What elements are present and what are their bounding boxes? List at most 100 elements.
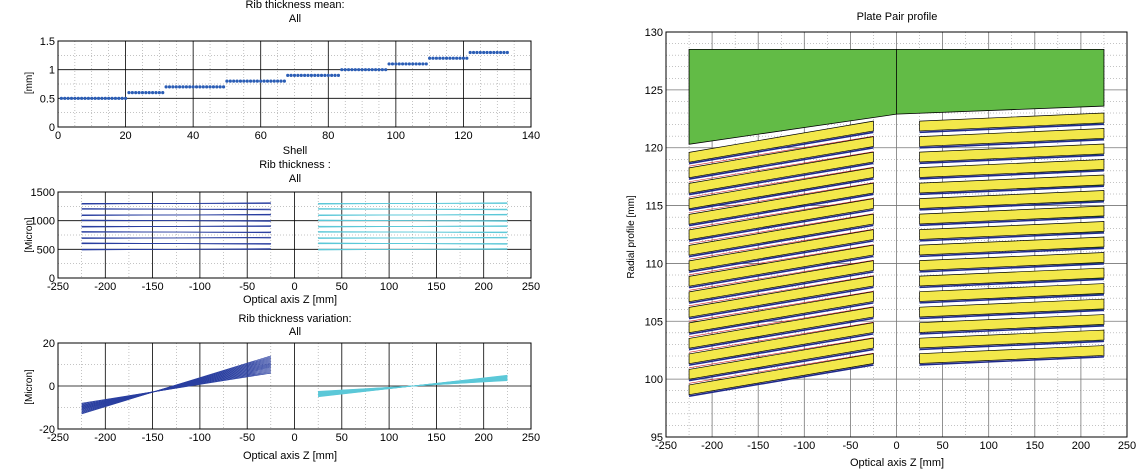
data-point <box>205 85 209 89</box>
data-point <box>211 85 216 89</box>
plate-rib <box>919 356 1104 366</box>
y-tick-label: 110 <box>645 258 663 270</box>
data-point <box>299 73 303 77</box>
plate-rib <box>688 178 874 211</box>
data-point <box>69 96 74 100</box>
data-point <box>164 85 168 89</box>
plate <box>919 314 1105 333</box>
x-tick-label: -150 <box>142 281 164 293</box>
plate-rib <box>688 286 874 320</box>
plate <box>919 205 1105 225</box>
x-tick-label: 100 <box>387 130 405 142</box>
rib-thickness-line <box>318 231 508 234</box>
x-tick-label: -50 <box>239 432 255 444</box>
data-point <box>174 85 178 89</box>
data-point <box>255 79 259 83</box>
data-point <box>478 50 482 55</box>
left-shell-series <box>81 202 271 251</box>
data-point <box>76 96 80 100</box>
data-point <box>282 79 286 83</box>
x-tick-label: -100 <box>189 432 211 444</box>
x-tick-label: 140 <box>522 130 540 142</box>
ray-line <box>689 166 874 198</box>
y-tick-label: 1.5 <box>40 36 55 48</box>
x-tick-label: 250 <box>1118 440 1136 452</box>
data-point <box>130 91 134 95</box>
data-point <box>120 96 124 100</box>
rib-thickness-line <box>81 242 271 245</box>
axes-frame <box>57 342 532 430</box>
x-tick-label: 0 <box>893 440 899 452</box>
x-tick-label: -150 <box>747 440 769 452</box>
data-point <box>194 85 199 89</box>
data-point <box>458 56 462 60</box>
data-point <box>276 79 280 83</box>
rib-thickness-line <box>318 208 508 211</box>
ray-line <box>689 321 874 353</box>
data-point <box>370 68 374 72</box>
x-tick-label: 150 <box>1026 440 1044 452</box>
y-tick-label: 500 <box>37 244 55 256</box>
plate <box>919 283 1105 302</box>
data-point <box>498 50 503 55</box>
x-tick-label: 60 <box>255 130 267 142</box>
data-point <box>113 96 118 100</box>
variation-line <box>318 380 508 392</box>
plate <box>688 151 874 194</box>
x-tick-label: 20 <box>119 130 131 142</box>
plate <box>688 198 874 241</box>
plate-rib <box>688 348 874 382</box>
data-point <box>417 62 422 66</box>
x-tick-label: 80 <box>322 130 334 142</box>
data-point <box>424 62 428 66</box>
data-point <box>502 50 506 55</box>
data-point <box>313 73 317 77</box>
chart4-xlabel: Optical axis Z [mm] <box>850 457 944 469</box>
x-tick-label: -250 <box>47 432 69 444</box>
data-point <box>384 68 388 72</box>
ray-line <box>689 213 874 245</box>
left-variation-series <box>81 355 271 415</box>
y-tick-label: 115 <box>645 201 663 213</box>
ray-line <box>689 337 874 369</box>
data-point <box>110 96 114 100</box>
grid <box>58 41 531 127</box>
y-tick-label: 1000 <box>31 216 55 228</box>
rib-thickness-line <box>81 219 271 222</box>
data-point <box>252 79 256 83</box>
ray-line <box>689 244 874 276</box>
plate-rib <box>919 340 1104 351</box>
ray-line <box>689 135 874 167</box>
data-point <box>330 73 334 77</box>
x-tick-label: 100 <box>980 440 998 452</box>
plate <box>688 291 874 334</box>
plate-rib <box>919 138 1104 149</box>
data-point <box>438 56 442 60</box>
data-point <box>59 96 63 100</box>
chart2-ylabel: [Micron] <box>24 217 35 253</box>
data-point <box>90 96 94 100</box>
data-point <box>316 73 320 77</box>
x-tick-label: 50 <box>336 281 348 293</box>
axes-frame <box>57 40 532 128</box>
data-point <box>161 91 165 95</box>
rib-thickness-variation-chart: Rib thickness variation: All Optical axi… <box>24 313 540 462</box>
data-point <box>154 91 158 95</box>
data-point <box>157 91 161 95</box>
plate <box>919 236 1105 256</box>
data-point <box>303 73 307 77</box>
x-tick-label: 150 <box>427 281 445 293</box>
data-point <box>225 79 229 83</box>
ray-line <box>689 259 874 291</box>
data-point <box>269 79 273 83</box>
variation-line <box>81 372 271 404</box>
data-point <box>218 85 222 89</box>
rib-thickness-line <box>318 242 508 245</box>
x-tick-label: 50 <box>336 432 348 444</box>
data-point <box>340 68 344 72</box>
data-point <box>387 62 391 66</box>
x-tick-label: 250 <box>522 432 540 444</box>
data-point <box>319 73 324 77</box>
plate-rib <box>688 240 874 273</box>
y-tick-label: 0 <box>49 273 55 285</box>
